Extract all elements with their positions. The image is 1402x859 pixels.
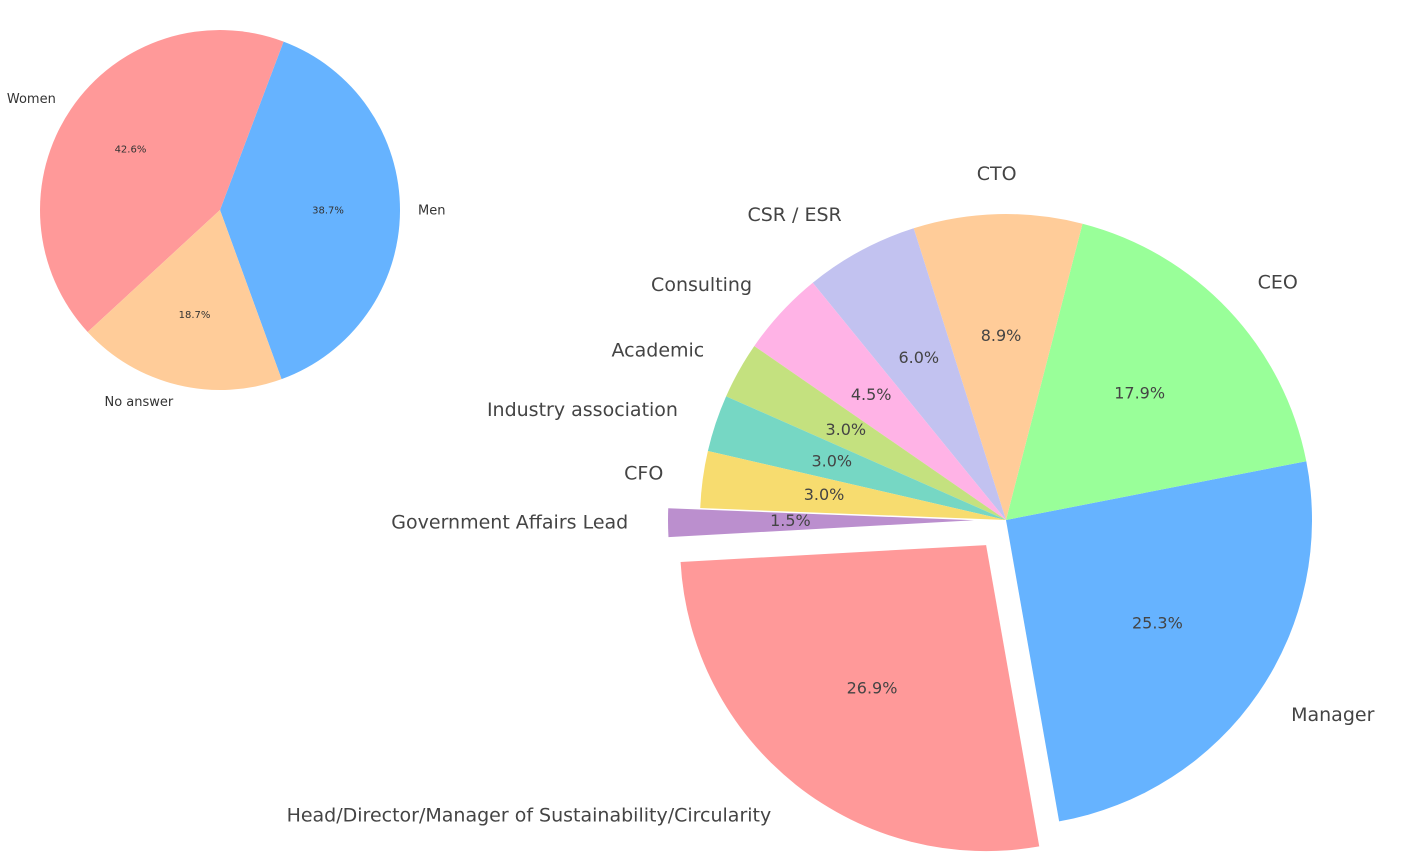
gender-pie-chart: 38.7% Men 42.6% Women 18.7% No answer: [7, 29, 445, 410]
role-label-cto: CTO: [977, 163, 1017, 185]
gender-label-women: Women: [7, 92, 56, 107]
role-pct-label-cfo: 3.0%: [804, 485, 845, 504]
role-pct-label-manager: 25.3%: [1132, 613, 1183, 632]
role-label-csr-esr: CSR / ESR: [747, 204, 841, 226]
gender-slice-no-answer: [87, 210, 282, 390]
role-pct-label-industry-association: 3.0%: [811, 451, 852, 470]
role-label-head-director-manager-of-sustainability-circularity: Head/Director/Manager of Sustainability/…: [287, 804, 772, 826]
role-pct-label-csr-esr: 6.0%: [898, 348, 939, 367]
role-pct-label-academic: 3.0%: [825, 420, 866, 439]
role-slice-manager: [1006, 461, 1312, 822]
role-label-manager: Manager: [1291, 704, 1374, 726]
gender-label-no-answer: No answer: [104, 395, 173, 410]
role-label-academic: Academic: [612, 340, 705, 362]
role-slice-government-affairs-lead: [668, 508, 975, 538]
role-slice-cto: [913, 213, 1083, 520]
gender-pct-label-no-answer: 18.7%: [179, 310, 211, 321]
gender-label-men: Men: [418, 204, 445, 219]
role-label-consulting: Consulting: [651, 274, 752, 296]
role-pct-label-head-director-manager-of-sustainability-circularity: 26.9%: [847, 678, 898, 697]
role-pct-label-ceo: 17.9%: [1114, 384, 1165, 403]
role-pie-chart: 25.3% Manager 17.9% CEO 8.9% CTO 6.0% CSR / ESR…: [287, 163, 1375, 852]
role-slice-consulting: [754, 282, 1006, 520]
role-label-ceo: CEO: [1258, 271, 1298, 293]
role-slice-head-director-manager-of-sustainability-circularity: [680, 545, 1040, 852]
role-label-cfo: CFO: [624, 463, 663, 485]
gender-pct-label-women: 42.6%: [115, 145, 147, 156]
role-pct-label-consulting: 4.5%: [851, 385, 892, 404]
role-slice-industry-association: [707, 396, 1006, 520]
role-slice-cfo: [700, 450, 1006, 520]
role-pct-label-cto: 8.9%: [981, 326, 1022, 345]
role-label-government-affairs-lead: Government Affairs Lead: [391, 512, 628, 534]
gender-pct-label-men: 38.7%: [312, 206, 344, 217]
role-slice-ceo: [1006, 223, 1307, 520]
role-slice-academic: [726, 346, 1006, 520]
role-pct-label-government-affairs-lead: 1.5%: [770, 511, 811, 530]
role-label-industry-association: Industry association: [487, 399, 678, 421]
gender-slice-women: [39, 29, 284, 333]
role-slice-csr-esr: [812, 228, 1006, 520]
gender-slice-men: [220, 41, 401, 380]
